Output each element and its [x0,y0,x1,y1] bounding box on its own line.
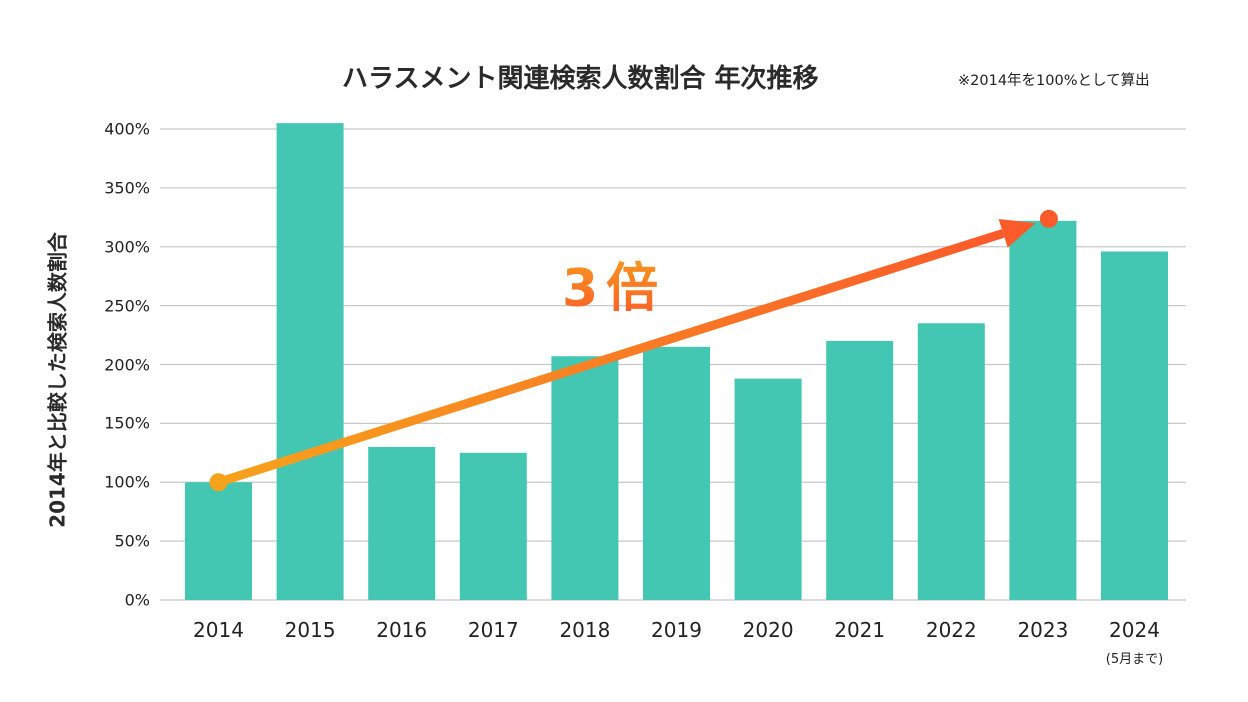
x-tick-label: 2017 [467,618,519,642]
bar-2021 [826,340,894,600]
y-tick-label: 100% [104,472,150,492]
x-tick-sublabel: (5月まで) [1105,652,1164,667]
x-tick-label: 2023 [1017,618,1069,642]
x-tick-label: 2018 [559,618,611,642]
x-tick-label: 2019 [651,618,702,642]
bar-2023 [1009,220,1077,600]
bars [185,123,1168,601]
bar-2024 [1101,251,1168,600]
bar-2016 [368,446,436,600]
end-point [1039,209,1058,228]
start-point [209,473,228,492]
x-tick-label: 2024 [1109,618,1160,642]
y-tick-label: 200% [104,355,150,374]
y-tick-label: 50% [114,531,150,551]
bar-2015 [276,123,344,601]
x-tick-label: 2014 [193,618,244,642]
bar-2020 [734,378,802,600]
annotation-3x: 3倍 [562,246,666,321]
bar-2019 [643,346,710,600]
x-tick-label: 2016 [376,618,428,642]
y-tick-label: 400% [104,119,150,139]
bar-2014 [185,482,252,600]
y-tick-label: 300% [104,237,150,257]
y-tick-label: 0% [124,590,150,610]
y-tick-label: 250% [104,296,150,316]
chart-title: ハラスメント関連検索人数割合 年次推移 [342,64,819,94]
bar-2017 [459,452,527,600]
y-tick-label: 350% [104,178,150,198]
y-tick-label: 150% [104,413,150,433]
x-tick-label: 2021 [834,618,886,642]
arrow-head [998,219,1036,248]
x-tick-label: 2015 [284,618,336,642]
trend-arrow [209,209,1058,492]
arrow-shaft [217,229,1005,487]
chart-note: ※2014年を100%として算出 [958,73,1150,89]
bar-2018 [551,356,619,600]
bar-2022 [917,323,985,600]
x-tick-label: 2022 [925,618,977,642]
x-tick-label: 2020 [742,618,794,642]
